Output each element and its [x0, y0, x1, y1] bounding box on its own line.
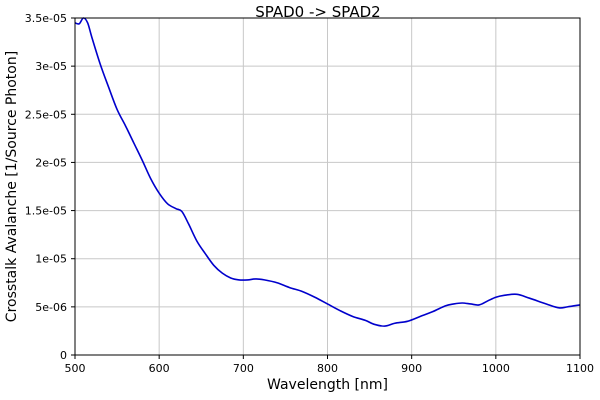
y-tick-label: 3e-05 [35, 60, 67, 73]
x-tick-label: 800 [317, 362, 338, 375]
y-tick-label: 2.5e-05 [25, 108, 67, 121]
y-tick-label: 2e-05 [35, 156, 67, 169]
x-tick-labels: 500 600 700 800 900 1000 1100 [65, 362, 595, 375]
y-tick-label: 0 [60, 349, 67, 362]
y-axis-label: Crosstalk Avalanche [1/Source Photon] [4, 51, 20, 322]
x-tick-label: 1100 [566, 362, 594, 375]
y-tick-label: 1.5e-05 [25, 205, 67, 218]
y-tick-label: 1e-05 [35, 253, 67, 266]
y-tick-label: 5e-06 [35, 301, 67, 314]
ticks [71, 18, 580, 359]
x-tick-label: 700 [233, 362, 254, 375]
x-tick-label: 600 [149, 362, 170, 375]
y-tick-label: 3.5e-05 [25, 12, 67, 25]
x-tick-label: 500 [65, 362, 86, 375]
x-tick-label: 1000 [482, 362, 510, 375]
x-axis-label: Wavelength [nm] [267, 377, 388, 393]
y-tick-labels: 0 5e-06 1e-05 1.5e-05 2e-05 2.5e-05 3e-05 3.5e-… [25, 12, 67, 362]
x-tick-label: 900 [401, 362, 422, 375]
